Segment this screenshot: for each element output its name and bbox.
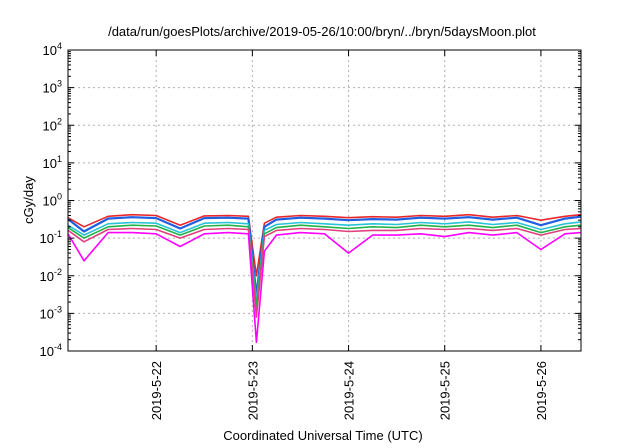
series-line-red — [67, 213, 582, 277]
y-tick-label: 102 — [43, 116, 62, 133]
y-tick-label: 104 — [43, 41, 62, 58]
chart-title: /data/run/goesPlots/archive/2019-05-26/1… — [108, 24, 536, 39]
y-tick-exponent: -3 — [54, 304, 62, 314]
y-tick-exponent: -4 — [54, 342, 62, 352]
x-axis-label: Coordinated Universal Time (UTC) — [223, 428, 422, 443]
y-tick-label: 10-3 — [40, 304, 62, 321]
x-axis-ticks: 2019-5-22 2019-5-23 2019-5-24 2019-5-25 2019… — [149, 50, 549, 420]
y-tick-exponent: -2 — [54, 267, 62, 277]
y-tick-label: 10-1 — [40, 229, 62, 246]
y-tick-exponent: 0 — [57, 192, 62, 202]
y-tick-label: 10-4 — [40, 342, 62, 359]
x-tick-label: 2019-5-25 — [438, 361, 453, 420]
x-tick-label: 2019-5-22 — [149, 361, 164, 420]
x-tick-label: 2019-5-26 — [534, 361, 549, 420]
y-tick-exponent: 1 — [57, 154, 62, 164]
series-line-pink — [67, 227, 582, 318]
y-tick-label: 100 — [43, 192, 62, 209]
y-tick-label: 103 — [43, 79, 62, 96]
y-tick-exponent: 3 — [57, 79, 62, 89]
y-tick-label: 101 — [43, 154, 62, 171]
series-line-magenta — [67, 231, 582, 344]
series-line-cyan — [67, 221, 582, 303]
x-tick-label: 2019-5-23 — [245, 361, 260, 420]
series-line-green — [67, 224, 582, 308]
x-tick-label: 2019-5-24 — [342, 361, 357, 420]
series-layer — [67, 213, 582, 344]
y-tick-exponent: 2 — [57, 116, 62, 126]
grid — [68, 50, 581, 351]
y-axis-label: cGy/day — [21, 176, 36, 224]
y-tick-exponent: -1 — [54, 229, 62, 239]
y-tick-label: 10-2 — [40, 267, 62, 284]
y-tick-exponent: 4 — [57, 41, 62, 51]
series-line-blue — [67, 215, 582, 297]
